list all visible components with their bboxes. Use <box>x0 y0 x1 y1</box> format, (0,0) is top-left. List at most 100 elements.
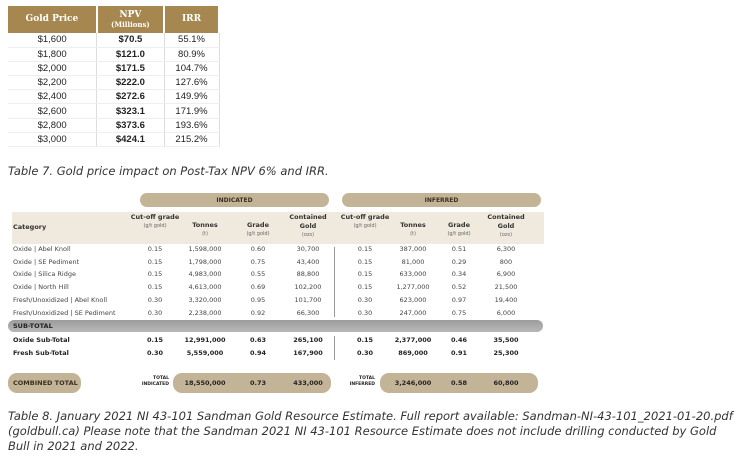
header-irr: IRR <box>164 6 220 33</box>
value-cell: 0.30 <box>356 348 374 357</box>
header-gold-price: Gold Price <box>8 6 98 33</box>
irr-cell: 193.6% <box>164 118 220 133</box>
column-header-unit: (t) <box>410 231 416 237</box>
value-cell: 0.63 <box>249 336 267 344</box>
category-cell: Fresh Sub-Total <box>13 348 69 357</box>
value-cell: 623,000 <box>399 295 427 304</box>
value-cell: 30,700 <box>296 245 320 253</box>
value-cell: 247,000 <box>399 308 427 317</box>
npv-cell: $323.1 <box>96 103 165 119</box>
inferred-header-pill: INFERRED <box>342 193 541 207</box>
column-header-title: Cut-off grade <box>340 213 390 221</box>
column-header: Contained Gold (ozs) <box>283 213 333 240</box>
table-row: $2,000 $171.5 104.7% <box>8 61 220 77</box>
category-cell: Oxide | North Hill <box>13 283 69 292</box>
column-header: Grade (g/t gold) <box>233 221 283 239</box>
column-header-title: Grade <box>247 221 269 229</box>
table-row: $3,000 $424.1 215.2% <box>8 132 220 148</box>
column-header-unit: (g/t gold) <box>447 231 471 237</box>
npv-cell: $424.1 <box>96 132 165 148</box>
value-cell: 0.15 <box>147 270 163 279</box>
column-header-unit: (ozs) <box>499 232 513 238</box>
total-inferred-pill <box>380 373 538 393</box>
column-header-unit: (t) <box>202 231 208 237</box>
total-indicated-label: TOTAL INDICATED <box>141 376 169 387</box>
npv-cell: $171.5 <box>96 61 165 77</box>
table-row: $2,800 $373.6 193.6% <box>8 118 220 133</box>
value-cell: 0.91 <box>450 348 468 357</box>
value-cell: 0.15 <box>357 270 373 279</box>
value-cell: 0.30 <box>357 295 373 304</box>
gold-price-cell: $2,600 <box>8 103 98 119</box>
value-cell: 0.30 <box>357 308 373 317</box>
value-cell: 0.15 <box>147 283 163 292</box>
value-cell: 1,798,000 <box>188 257 222 266</box>
value-cell: 6,000 <box>496 308 516 317</box>
table-row: $2,200 $222.0 127.6% <box>8 75 220 91</box>
gold-price-cell: $2,400 <box>8 89 98 105</box>
indicated-header-pill: INDICATED <box>140 193 329 207</box>
gold-price-table: Gold Price NPV (Millions) IRR $1,600 $70.5… <box>8 6 220 148</box>
value-cell: 265,100 <box>293 336 323 344</box>
category-cell: Oxide | Abel Knoll <box>13 245 71 253</box>
value-cell: 387,000 <box>399 245 427 253</box>
table7-caption: Table 7. Gold price impact on Post-Tax N… <box>8 164 329 178</box>
irr-cell: 171.9% <box>164 103 220 119</box>
value-cell: 0.15 <box>357 257 373 266</box>
value-cell: 0.15 <box>356 336 374 344</box>
value-cell: 633,000 <box>399 270 427 279</box>
value-cell: 0.15 <box>357 283 373 292</box>
irr-cell: 215.2% <box>164 132 220 148</box>
value-cell: 81,000 <box>401 257 425 266</box>
value-cell: 88,800 <box>296 270 320 279</box>
npv-cell: $373.6 <box>96 118 165 133</box>
npv-cell: $121.0 <box>96 47 165 62</box>
column-header: Tonnes (t) <box>180 221 230 239</box>
value-cell: 0.75 <box>250 257 266 266</box>
total-indicated-value: 433,000 <box>293 379 323 387</box>
npv-cell: $70.5 <box>96 33 165 48</box>
gold-price-cell: $1,800 <box>8 47 98 62</box>
category-cell: Oxide | SE Pediment <box>13 257 80 266</box>
table-row: $1,600 $70.5 55.1% <box>8 33 220 48</box>
gold-price-cell: $2,000 <box>8 61 98 77</box>
value-cell: 1,598,000 <box>188 245 222 253</box>
category-cell: Oxide | Silica Ridge <box>13 270 76 279</box>
irr-cell: 104.7% <box>164 61 220 77</box>
value-cell: 2,238,000 <box>188 308 222 317</box>
subtotal-bar: SUB-TOTAL <box>8 320 543 332</box>
value-cell: 0.34 <box>451 270 467 279</box>
npv-cell: $272.6 <box>96 89 165 105</box>
value-cell: 19,400 <box>494 295 518 304</box>
npv-cell: $222.0 <box>96 75 165 91</box>
value-cell: 0.15 <box>357 245 373 253</box>
table-row: $2,400 $272.6 149.9% <box>8 89 220 105</box>
combined-total-pill: COMBINED TOTAL <box>8 373 81 393</box>
column-header: Tonnes (t) <box>388 221 438 239</box>
value-cell: 0.92 <box>250 308 266 317</box>
value-cell: 0.30 <box>147 308 163 317</box>
column-header: Contained Gold (ozs) <box>481 213 531 240</box>
value-cell: 800 <box>499 257 513 266</box>
column-header-band <box>12 212 544 244</box>
value-cell: 0.60 <box>250 245 266 253</box>
value-cell: 0.29 <box>451 257 467 266</box>
value-cell: 0.95 <box>250 295 266 304</box>
column-header-title: Contained Gold <box>289 213 327 230</box>
divider <box>334 247 335 317</box>
value-cell: 0.55 <box>250 270 266 279</box>
value-cell: 6,900 <box>496 270 516 279</box>
value-cell: 4,983,000 <box>188 270 222 279</box>
value-cell: 43,400 <box>296 257 320 266</box>
total-indicated-pill <box>173 373 331 393</box>
category-cell: Fresh/Unoxidized | Abel Knoll <box>13 295 108 304</box>
value-cell: 0.30 <box>146 348 164 357</box>
value-cell: 0.97 <box>451 295 467 304</box>
table-row: $1,800 $121.0 80.9% <box>8 47 220 62</box>
total-inferred-value: 3,246,000 <box>394 379 432 387</box>
value-cell: 0.52 <box>451 283 467 292</box>
irr-cell: 80.9% <box>164 47 220 62</box>
column-header-title: Tonnes <box>192 221 218 229</box>
column-header-title: Grade <box>448 221 470 229</box>
value-cell: 101,700 <box>294 295 322 304</box>
